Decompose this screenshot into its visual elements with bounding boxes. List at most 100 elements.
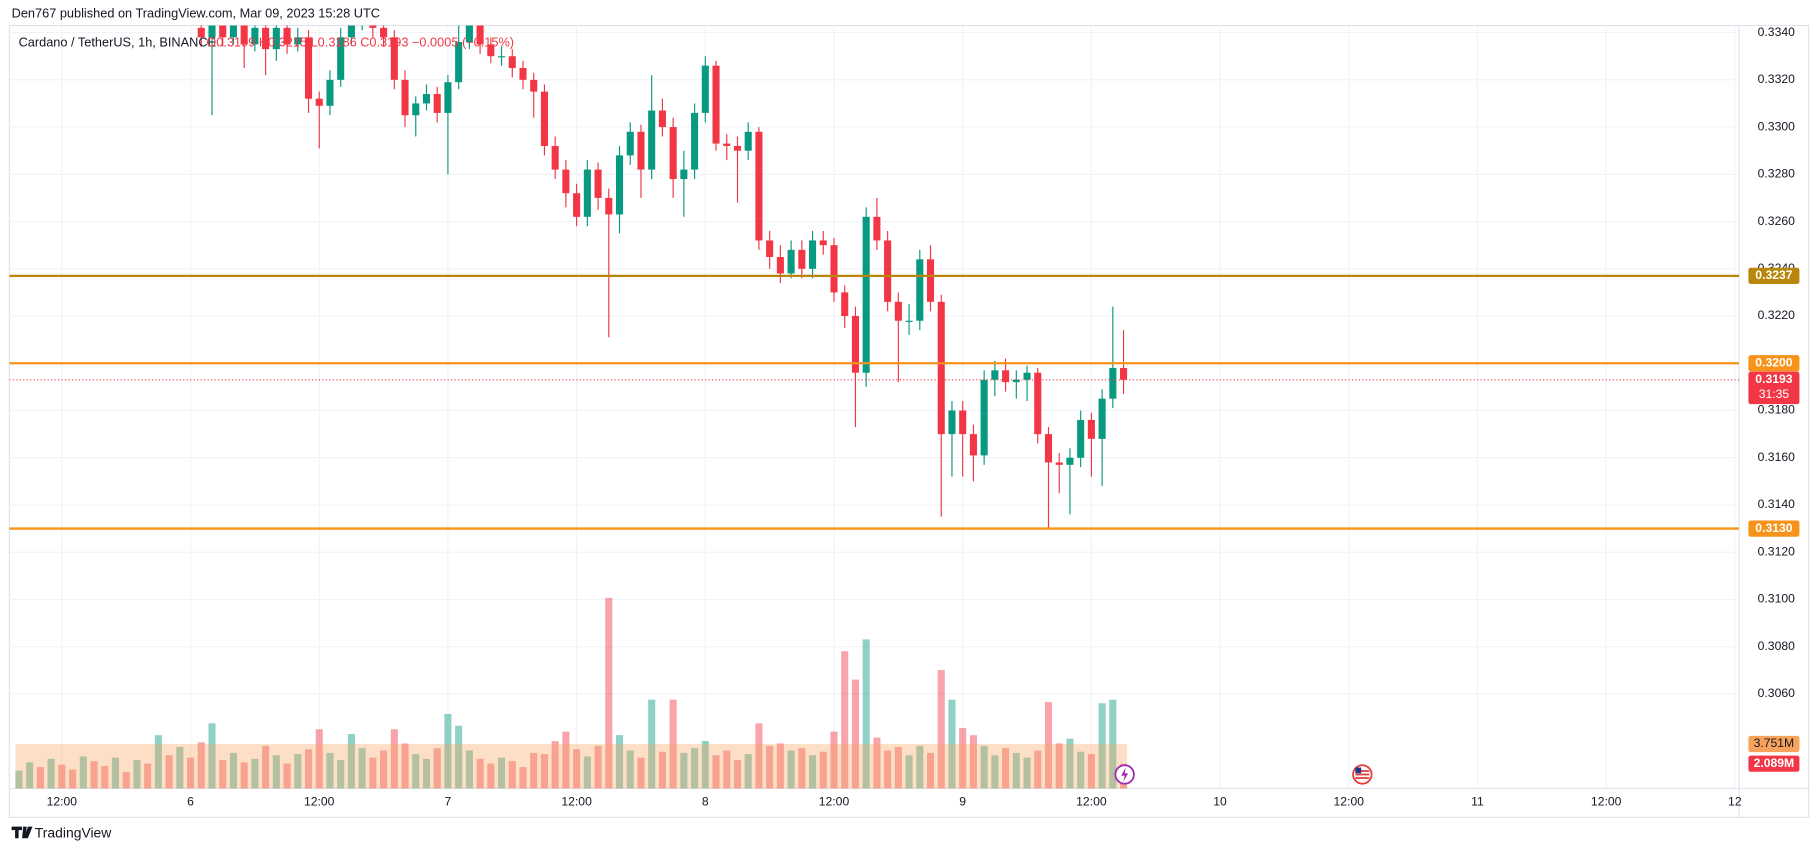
- candle-body: [476, 25, 484, 45]
- volume-bar: [144, 763, 152, 789]
- volume-bar: [712, 755, 720, 789]
- volume-bar: [991, 755, 999, 789]
- volume-bar: [390, 729, 398, 789]
- candle-body: [991, 370, 999, 380]
- volume-bar: [873, 737, 881, 789]
- level-label: 0.3130: [1755, 521, 1792, 535]
- volume-bar: [615, 735, 624, 789]
- candle-body: [530, 79, 538, 92]
- volume-bar: [733, 760, 742, 789]
- x-tick-label: 12: [1728, 795, 1742, 809]
- candle-body: [637, 131, 645, 170]
- volume-bar: [766, 745, 774, 789]
- volume-bar: [347, 733, 355, 789]
- candle-body: [465, 25, 473, 43]
- volume-bar: [841, 651, 849, 789]
- candle-body: [487, 44, 495, 57]
- candle-body: [916, 259, 924, 321]
- flag-canton: [1355, 767, 1362, 774]
- y-tick-label: 0.3160: [1758, 450, 1795, 464]
- volume-bar: [36, 767, 44, 789]
- volume-bar: [680, 752, 688, 789]
- volume-bar: [1055, 743, 1063, 789]
- candle-body: [733, 145, 742, 151]
- volume-bar: [776, 743, 784, 789]
- volume-bar: [916, 745, 924, 789]
- x-tick-label: 11: [1471, 795, 1484, 809]
- volume-bar: [422, 758, 431, 789]
- candle-body: [830, 245, 838, 293]
- candle-body: [562, 169, 570, 194]
- volume-bar: [530, 752, 538, 789]
- candle-body: [422, 94, 431, 104]
- candle-body: [787, 249, 795, 274]
- volume-bar: [573, 749, 581, 789]
- volume-bar: [455, 725, 463, 789]
- volume-bar: [111, 757, 120, 789]
- candle-body: [433, 94, 441, 113]
- candle-body: [691, 112, 699, 170]
- candle-body: [948, 410, 956, 435]
- candle-body: [959, 410, 967, 435]
- candle-body: [615, 155, 624, 215]
- volume-bar: [508, 761, 516, 789]
- volume-bar: [723, 750, 731, 789]
- candle-body: [798, 249, 806, 269]
- candle-body: [455, 42, 463, 83]
- candle-body: [1087, 419, 1095, 439]
- candle-body: [841, 292, 849, 317]
- symbol-info: Cardano / TetherUS, 1h, BINANCE: [19, 34, 216, 49]
- y-tick-label: 0.3280: [1758, 167, 1795, 181]
- countdown-label: 31:35: [1759, 387, 1790, 401]
- volume-bar: [122, 771, 130, 789]
- price-pane: [9, 25, 1740, 530]
- volume-bar: [154, 735, 162, 789]
- y-tick-label: 0.3060: [1758, 686, 1795, 700]
- candle-body: [1023, 372, 1031, 380]
- volume-bar: [744, 754, 752, 789]
- volume-bar: [401, 743, 409, 789]
- volume-bar: [1077, 751, 1085, 789]
- candle-body: [1098, 398, 1106, 439]
- candle-body: [712, 65, 720, 144]
- volume-bar: [787, 750, 795, 789]
- event-icon-bolt: [1121, 767, 1129, 782]
- volume-bar: [294, 754, 302, 789]
- volume-bar: [1098, 703, 1106, 789]
- volume-ma-label: 3.751M: [1754, 736, 1795, 750]
- candle-body: [1066, 457, 1074, 465]
- candle-body: [744, 131, 752, 151]
- volume-bar: [208, 723, 216, 789]
- volume-bar: [830, 731, 838, 789]
- candle-body: [519, 68, 527, 80]
- candle-body: [229, 25, 237, 38]
- y-tick-label: 0.3100: [1758, 592, 1795, 606]
- candle-body: [208, 25, 216, 38]
- volume-bar: [487, 763, 495, 789]
- x-tick-label: 6: [187, 795, 194, 809]
- volume-bar: [433, 748, 441, 789]
- volume-bar: [476, 758, 484, 789]
- y-tick-label: 0.3300: [1758, 119, 1795, 133]
- volume-bar: [251, 758, 259, 789]
- volume-bar: [1066, 738, 1074, 789]
- candle-body: [444, 82, 452, 113]
- candle-body: [766, 240, 774, 257]
- candle-body: [626, 131, 634, 156]
- candle-body: [219, 25, 227, 38]
- volume-bar: [1012, 752, 1020, 789]
- candle-body: [326, 79, 334, 106]
- volume-bar: [519, 767, 527, 789]
- volume-bar: [583, 756, 591, 789]
- x-tick-label: 7: [445, 795, 452, 809]
- volume-bar: [948, 699, 956, 789]
- y-tick-label: 0.3140: [1758, 497, 1795, 511]
- volume-bar: [412, 754, 420, 789]
- x-tick-label: 12:00: [561, 795, 592, 809]
- x-tick-label: 10: [1213, 795, 1227, 809]
- candle-body: [508, 56, 516, 69]
- volume-bar: [851, 679, 859, 789]
- volume-bar: [165, 755, 173, 789]
- x-tick-label: 12:00: [304, 795, 335, 809]
